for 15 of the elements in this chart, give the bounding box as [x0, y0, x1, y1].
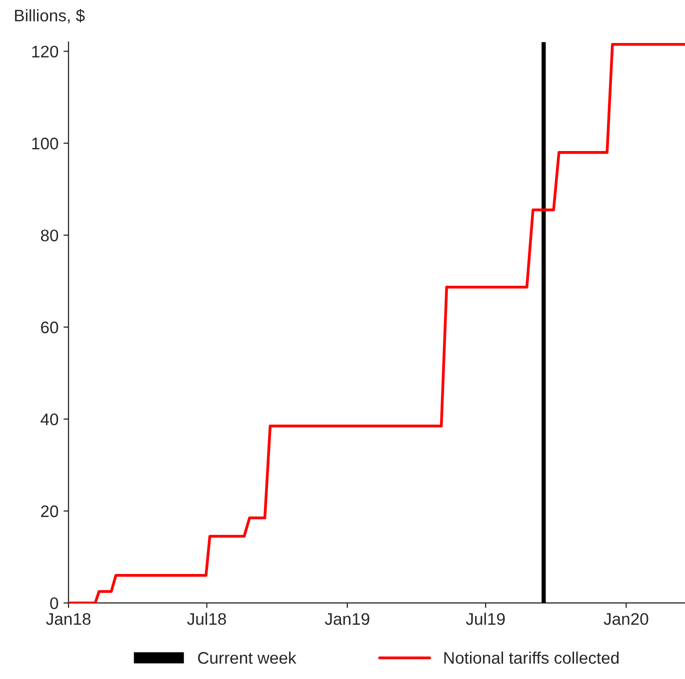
x-tick-label: Jan19: [324, 613, 370, 625]
y-tick-label: 60: [41, 322, 58, 334]
y-tick-label: 120: [32, 46, 58, 58]
legend-label: Notional tariffs collected: [444, 652, 619, 664]
y-axis-title: Billions, $: [15, 8, 85, 24]
y-tick-label: 100: [32, 138, 58, 150]
x-tick-label: Jul19: [466, 612, 505, 625]
x-tick-label: Jan18: [46, 613, 90, 625]
y-tick-label: 20: [41, 505, 58, 518]
y-tick-label: 0: [50, 597, 58, 610]
y-tick-label: 80: [40, 230, 58, 242]
x-tick-label: Jul18: [187, 612, 226, 625]
y-tick-label: 40: [40, 413, 58, 426]
x-tick-label: Jan20: [604, 613, 648, 625]
legend-label: Current week: [198, 652, 296, 664]
